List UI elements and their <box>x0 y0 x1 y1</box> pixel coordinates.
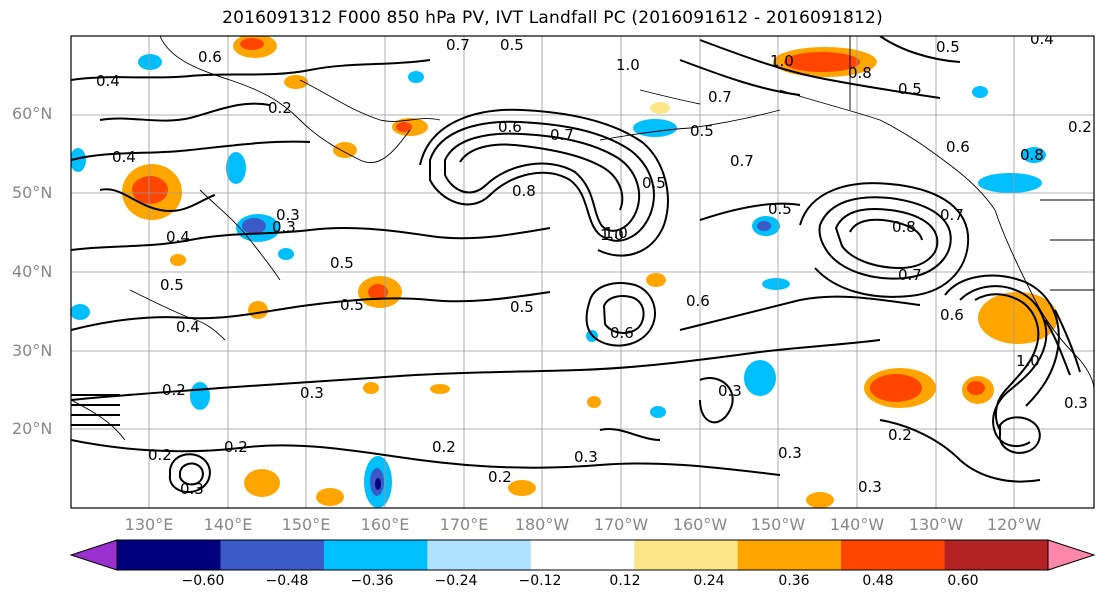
colorbar-tick-label: −0.48 <box>265 573 309 589</box>
contour-label: 0.4 <box>1030 30 1054 48</box>
map-title: 2016091312 F000 850 hPa PV, IVT Landfall… <box>222 8 883 28</box>
contour-label: 0.2 <box>1068 118 1092 136</box>
colorbar-segment <box>841 540 946 570</box>
contour-label: 0.7 <box>898 266 922 284</box>
contour-label: 0.3 <box>276 206 300 224</box>
lon-label: 150°W <box>750 515 806 534</box>
contour-label: 0.7 <box>730 152 754 170</box>
contour-label: 0.8 <box>848 64 872 82</box>
contour-label: 0.6 <box>198 48 222 66</box>
contour-label: 0.7 <box>940 206 964 224</box>
contour-label: 1.0 <box>604 224 628 242</box>
contour-label: 0.4 <box>166 228 190 246</box>
colorbar <box>69 539 1096 571</box>
contour-label: 0.5 <box>340 296 364 314</box>
colorbar-segment <box>220 540 325 570</box>
contour-label: 0.8 <box>892 218 916 236</box>
colorbar-tick-label: 0.48 <box>862 573 894 589</box>
colorbar-segment <box>117 540 221 570</box>
colorbar-segment <box>323 540 428 570</box>
contour-label: 0.7 <box>708 88 732 106</box>
lon-label: 180°W <box>514 515 570 534</box>
contour-label: 0.7 <box>550 126 574 144</box>
contour-label: 1.0 <box>770 52 794 70</box>
colorbar-tick-label: −0.36 <box>350 573 394 589</box>
lon-label: 170°E <box>439 515 489 534</box>
lat-label: 40°N <box>12 262 53 281</box>
contour-label: 0.2 <box>224 438 248 456</box>
lat-label: 30°N <box>12 341 53 360</box>
contour-label: 0.6 <box>940 306 964 324</box>
colorbar-tick-label: 0.24 <box>693 573 725 589</box>
contour-label: 0.2 <box>488 468 512 486</box>
contour-label: 0.4 <box>176 318 200 336</box>
contour-label: 0.2 <box>268 99 292 117</box>
contour-label: 0.5 <box>690 122 714 140</box>
contour-label: 1.0 <box>600 226 624 244</box>
contour-label: 0.6 <box>946 138 970 156</box>
colorbar-segment <box>737 540 842 570</box>
contour-label: 0.6 <box>686 292 710 310</box>
contour-label: 0.6 <box>498 118 522 136</box>
contour-label: 0.2 <box>888 426 912 444</box>
contour-label: 0.5 <box>768 200 792 218</box>
contour-label: 0.3 <box>574 448 598 466</box>
contour-label: 1.0 <box>616 56 640 74</box>
colorbar-arrow-right <box>1047 539 1096 571</box>
contour-label: 0.6 <box>610 324 634 342</box>
contour-label: 0.5 <box>642 174 666 192</box>
graticule <box>71 36 1094 508</box>
lat-label: 20°N <box>12 419 53 438</box>
contour-label: 0.3 <box>1064 394 1088 412</box>
lon-label: 160°E <box>360 515 410 534</box>
contour-label: 0.7 <box>446 36 470 54</box>
contour-label: 0.3 <box>300 384 324 402</box>
contour-label: 0.3 <box>718 382 742 400</box>
colorbar-segment <box>634 540 739 570</box>
contour-label: 1.0 <box>1016 352 1040 370</box>
contour-label: 0.4 <box>112 148 136 166</box>
contour-label: 0.5 <box>500 36 524 54</box>
lon-label: 140°E <box>203 515 253 534</box>
contour-label: 0.3 <box>272 218 296 236</box>
contour-label: 0.2 <box>432 438 456 456</box>
contour-label: 0.8 <box>512 182 536 200</box>
contour-label: 0.3 <box>858 478 882 496</box>
contour-label: 0.3 <box>180 480 204 498</box>
colorbar-frame <box>116 539 1049 571</box>
contour-label: 0.5 <box>330 254 354 272</box>
contour-label: 0.5 <box>898 80 922 98</box>
contour-label: 0.2 <box>148 446 172 464</box>
contour-label: 0.5 <box>510 298 534 316</box>
colorbar-tick-label: −0.12 <box>518 573 562 589</box>
contour-label: 0.8 <box>1020 146 1044 164</box>
lon-label: 130°E <box>124 515 174 534</box>
lat-label: 60°N <box>12 104 53 123</box>
colorbar-tick-label: −0.24 <box>434 573 478 589</box>
contour-labels: 0.4 0.6 0.7 0.5 0.2 0.4 0.3 0.4 0.5 0.5 … <box>96 30 1092 498</box>
contour-label: 0.2 <box>162 381 186 399</box>
map-frame <box>70 35 1095 509</box>
lon-label: 120°W <box>986 515 1042 534</box>
contour-label: 0.5 <box>936 38 960 56</box>
lon-label: 150°E <box>281 515 331 534</box>
colorbar-tick-label: −0.60 <box>181 573 225 589</box>
contour-label: 0.4 <box>96 72 120 90</box>
lon-label: 130°W <box>908 515 964 534</box>
colorbar-arrow-left <box>69 539 118 571</box>
pv-contours <box>71 36 1081 494</box>
colorbar-tick-label: 0.60 <box>947 573 979 589</box>
colorbar-segment <box>530 540 635 570</box>
colorbar-tick-label: 0.36 <box>778 573 810 589</box>
colorbar-segment <box>427 540 532 570</box>
lon-label: 160°W <box>672 515 728 534</box>
contour-label: 0.3 <box>778 444 802 462</box>
colorbar-tick-label: 0.12 <box>609 573 641 589</box>
lon-label: 140°W <box>829 515 885 534</box>
contour-label: 0.5 <box>160 276 184 294</box>
colorbar-segment <box>944 540 1049 570</box>
lon-label: 170°W <box>593 515 649 534</box>
lat-label: 50°N <box>12 183 53 202</box>
